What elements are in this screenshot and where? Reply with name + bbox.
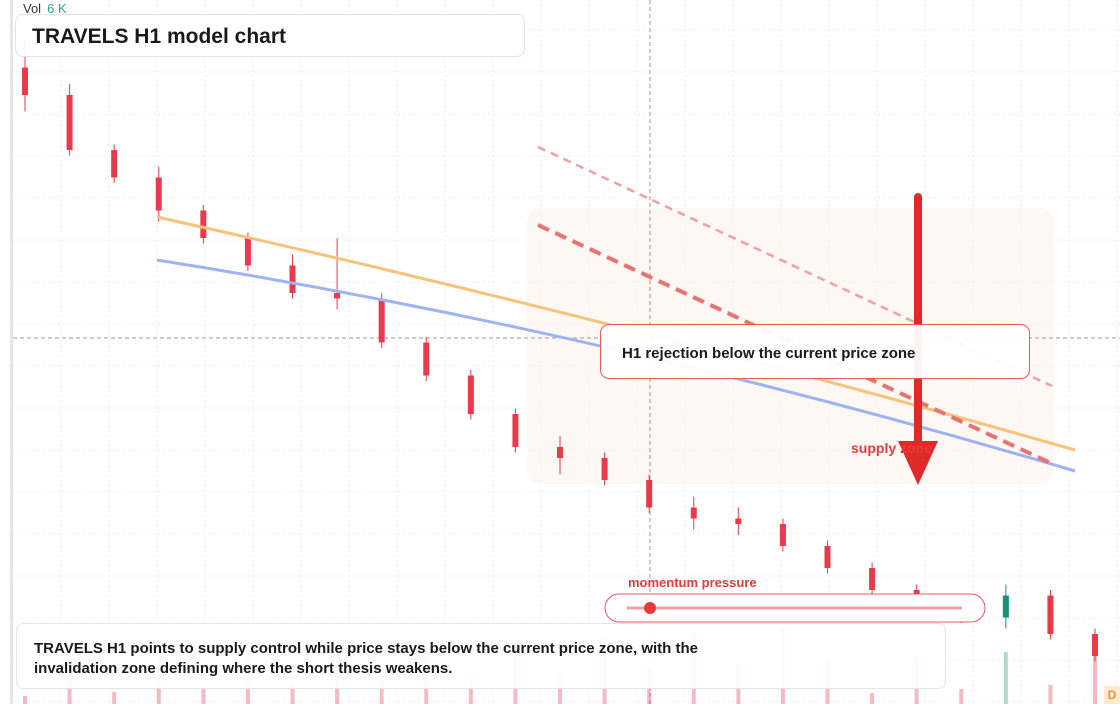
volume-bar xyxy=(1003,652,1008,704)
left-edge-bar xyxy=(10,0,13,704)
candle-body xyxy=(200,210,207,238)
volume-bar xyxy=(112,692,117,704)
chart-title-panel: TRAVELS H1 model chart xyxy=(15,14,525,57)
chart-title: TRAVELS H1 model chart xyxy=(32,25,286,48)
volume-bar xyxy=(201,688,206,704)
candle-body xyxy=(22,67,28,95)
summary-text: TRAVELS H1 points to supply control whil… xyxy=(34,640,698,677)
candle-body xyxy=(601,458,608,480)
candles xyxy=(22,40,1098,662)
candle-body xyxy=(467,375,474,414)
candle-body xyxy=(1092,634,1098,656)
timeframe-badge[interactable]: D xyxy=(1104,686,1120,704)
candle-body xyxy=(735,518,742,524)
summary-panel: TRAVELS H1 points to supply control whil… xyxy=(16,623,946,689)
candle-body xyxy=(66,95,73,150)
volume-value: 6 K xyxy=(47,1,67,16)
candle-body xyxy=(1002,595,1009,618)
volume-bar xyxy=(468,676,473,704)
channel-upper-line xyxy=(537,145,1053,388)
momentum-pressure-label: momentum pressure xyxy=(628,575,757,590)
candle-body xyxy=(378,298,385,343)
volume-bar xyxy=(23,696,27,704)
volume-bar xyxy=(1048,685,1053,704)
volume-bar xyxy=(870,693,875,704)
candle-body xyxy=(557,447,563,458)
candle-body xyxy=(111,150,118,178)
volume-bar xyxy=(959,689,964,704)
volume-indicator: Vol 6 K xyxy=(23,1,67,16)
volume-bar xyxy=(379,680,384,704)
candle-body xyxy=(244,238,251,266)
volume-bar xyxy=(290,684,295,704)
candle-body xyxy=(289,265,296,293)
candle-body xyxy=(155,177,162,211)
candle-body xyxy=(334,293,341,299)
supply-arrow xyxy=(898,193,938,485)
momentum-knob xyxy=(644,602,656,614)
rejection-callout-text: H1 rejection below the current price zon… xyxy=(622,345,916,362)
candle-body xyxy=(869,568,876,590)
rejection-callout: H1 rejection below the current price zon… xyxy=(600,324,1030,379)
volume-label: Vol xyxy=(23,1,42,16)
volume-bar xyxy=(1093,648,1097,704)
candle-body xyxy=(512,414,519,447)
candle-body xyxy=(824,546,831,568)
candle-body xyxy=(423,342,430,376)
supply-zone-label: supply zone xyxy=(851,440,932,456)
momentum-meter xyxy=(604,593,986,623)
candle-body xyxy=(646,480,653,508)
candle-body xyxy=(1047,595,1054,634)
candle-body xyxy=(690,507,697,519)
candle-body xyxy=(779,524,786,546)
